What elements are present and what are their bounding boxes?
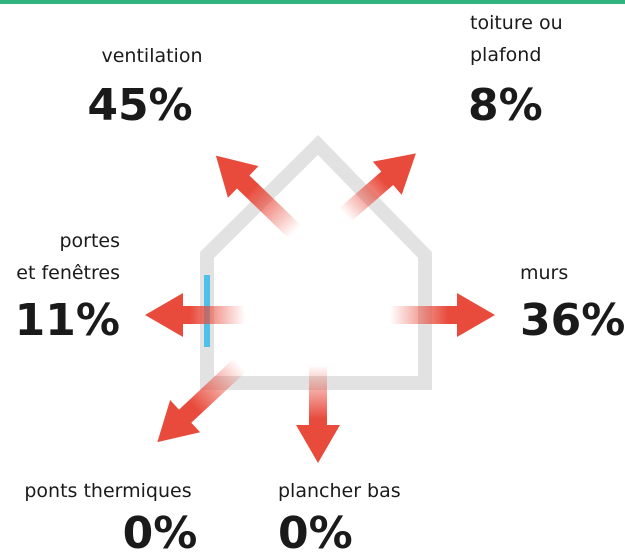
item-value: 0% bbox=[278, 508, 353, 552]
item-label: ventilation bbox=[101, 45, 202, 67]
arrow-walls bbox=[390, 293, 495, 337]
item-label: plancher bas bbox=[278, 480, 401, 502]
item-label: murs bbox=[520, 262, 568, 284]
top-bar bbox=[0, 0, 625, 4]
infographic: ventilation 45% toiture ou plafond 8% portes e… bbox=[0, 0, 625, 552]
item-label: et fenêtres bbox=[16, 262, 120, 284]
arrow-bridges bbox=[142, 349, 255, 458]
arrow-doors bbox=[145, 293, 245, 337]
item-value: 36% bbox=[520, 295, 625, 346]
item-label: plafond bbox=[470, 44, 541, 66]
arrow-ventilation bbox=[201, 140, 311, 248]
item-label: toiture ou bbox=[470, 12, 563, 34]
arrows bbox=[142, 137, 495, 463]
item-value: 11% bbox=[15, 295, 120, 346]
item-value: 8% bbox=[468, 80, 543, 131]
labels: ventilation 45% toiture ou plafond 8% portes e… bbox=[15, 12, 625, 552]
item-value: 45% bbox=[87, 80, 192, 131]
item-label: ponts thermiques bbox=[24, 480, 191, 502]
item-label: portes bbox=[59, 230, 120, 252]
item-value: 0% bbox=[123, 508, 198, 552]
